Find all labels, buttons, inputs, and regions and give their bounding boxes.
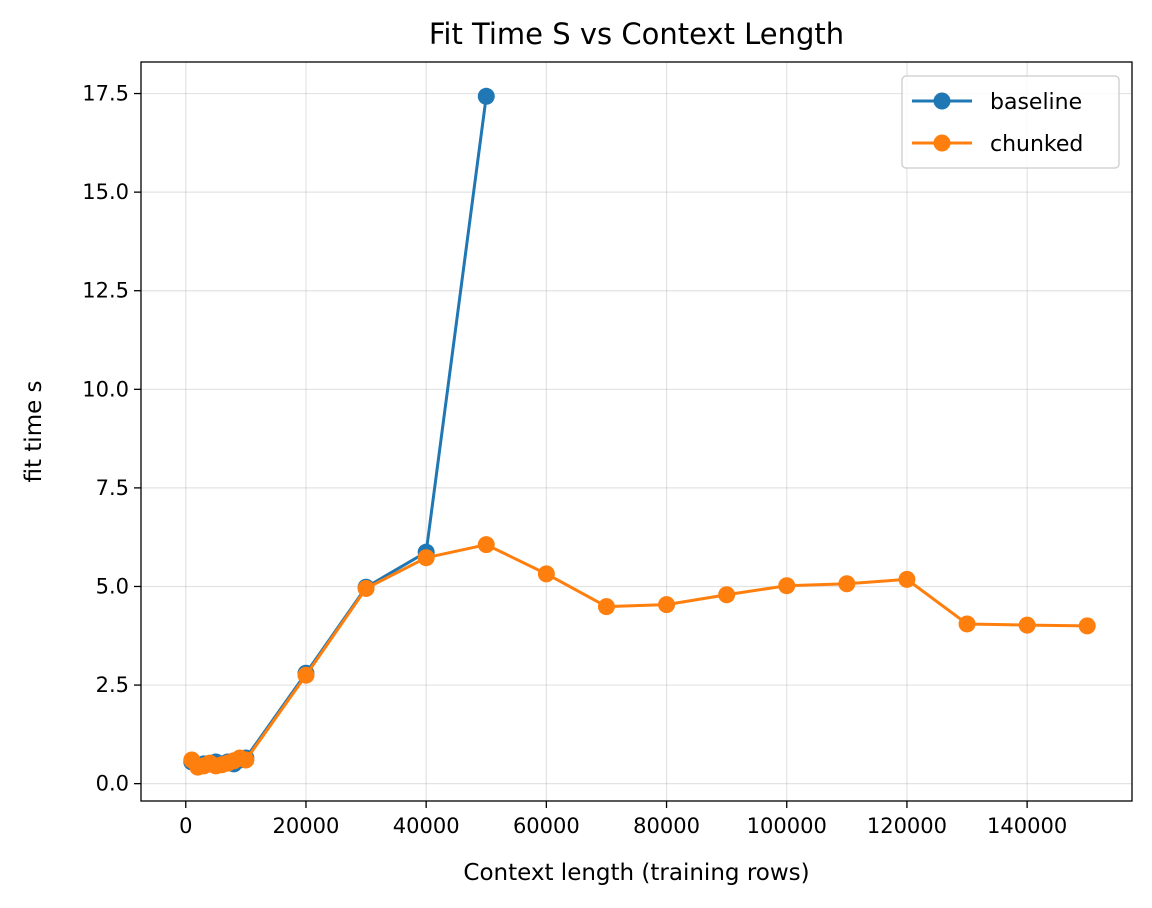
x-tick-label: 0 (179, 814, 192, 838)
y-axis-label: fit time s (21, 380, 47, 482)
data-point-chunked (838, 575, 856, 593)
y-tick-label: 0.0 (96, 772, 129, 796)
chart-title: Fit Time S vs Context Length (429, 17, 844, 51)
legend-marker-chunked (933, 134, 951, 152)
series-chunked (183, 536, 1096, 776)
x-tick-label: 100000 (747, 814, 827, 838)
legend: baseline chunked (901, 75, 1120, 169)
y-tick-label: 17.5 (82, 82, 129, 106)
legend-box (901, 75, 1120, 169)
x-tick-label: 140000 (987, 814, 1067, 838)
data-point-chunked (958, 615, 976, 633)
x-tick-label: 60000 (513, 814, 580, 838)
data-point-chunked (417, 549, 435, 567)
data-point-chunked (477, 536, 495, 554)
y-tick-label: 7.5 (96, 476, 129, 500)
data-point-chunked (778, 577, 796, 595)
data-point-chunked (597, 598, 615, 616)
y-axis-ticks: 0.0 2.5 5.0 7.5 10.0 12.5 15.0 17.5 (82, 82, 141, 796)
data-point-chunked (718, 586, 736, 604)
series-group (183, 87, 1096, 776)
x-axis-ticks: 0 20000 40000 60000 80000 100000 120000 140000 (179, 801, 1067, 838)
legend-label-baseline: baseline (990, 90, 1082, 115)
x-tick-label: 40000 (393, 814, 460, 838)
legend-label-chunked: chunked (990, 132, 1083, 157)
data-point-chunked (297, 666, 315, 684)
y-tick-label: 15.0 (82, 180, 129, 204)
data-point-chunked (357, 579, 375, 597)
data-point-chunked (1078, 617, 1096, 635)
data-point-chunked (237, 751, 255, 769)
data-point-baseline (477, 87, 495, 105)
y-tick-label: 12.5 (82, 279, 129, 303)
data-point-chunked (1018, 616, 1036, 634)
data-point-chunked (537, 565, 555, 583)
x-tick-label: 20000 (273, 814, 340, 838)
y-tick-label: 10.0 (82, 377, 129, 401)
x-tick-label: 120000 (867, 814, 947, 838)
y-tick-label: 5.0 (96, 574, 129, 598)
x-axis-label: Context length (training rows) (463, 860, 809, 886)
x-tick-label: 80000 (633, 814, 700, 838)
y-tick-label: 2.5 (96, 673, 129, 697)
grid-lines (141, 62, 1132, 801)
plot-frame (140, 61, 1133, 802)
data-point-chunked (658, 596, 676, 614)
data-point-chunked (898, 570, 916, 588)
legend-marker-baseline (933, 92, 951, 110)
